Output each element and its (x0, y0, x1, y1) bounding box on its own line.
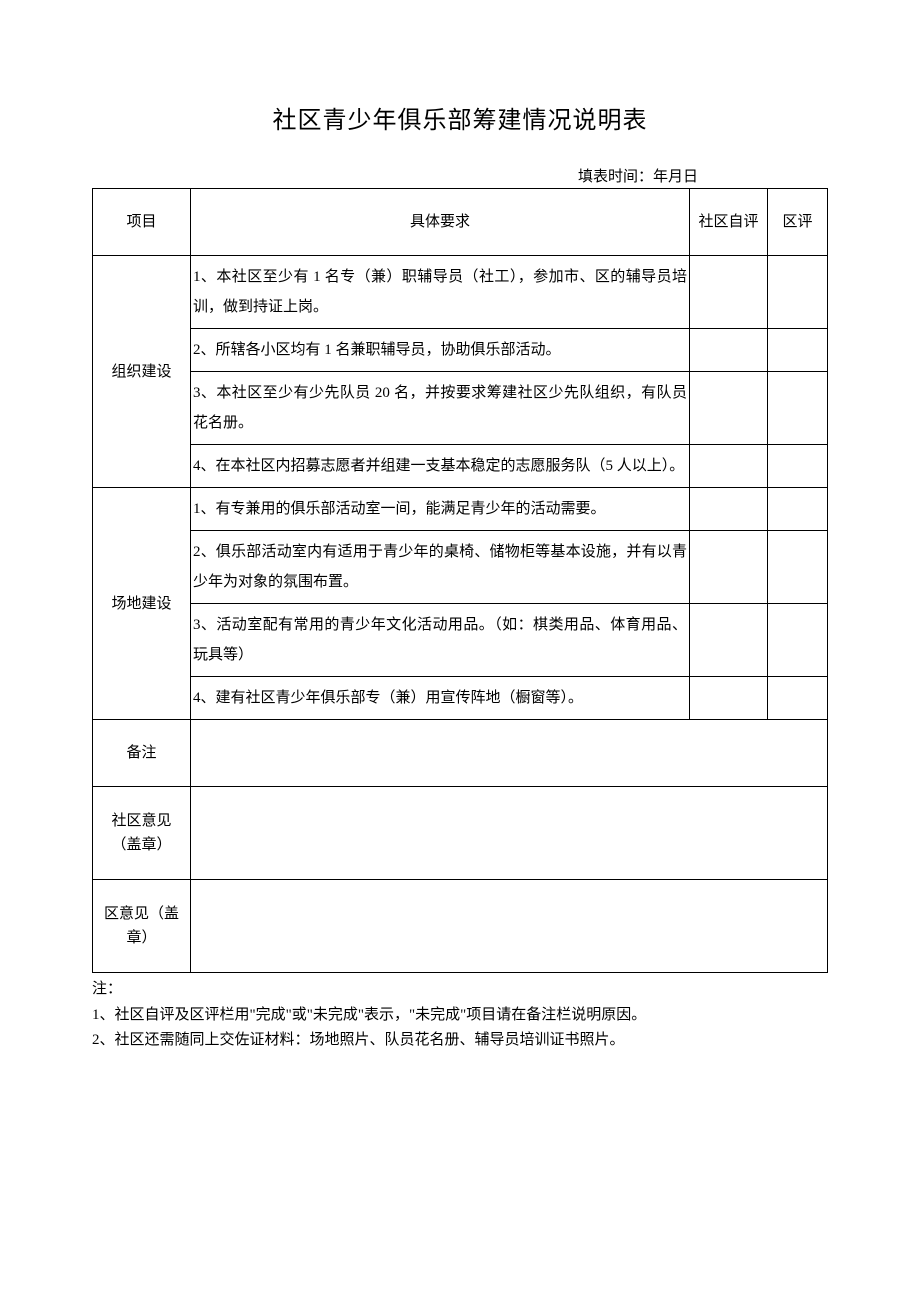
req-text: 3、活动室配有常用的青少年文化活动用品。（如：棋类用品、体育用品、玩具等） (191, 604, 690, 677)
notes-header: 注： (92, 977, 828, 1003)
table-row: 场地建设 1、有专兼用的俱乐部活动室一间，能满足青少年的活动需要。 (93, 488, 828, 531)
self-eval-cell[interactable] (690, 329, 768, 372)
section-org-label: 组织建设 (93, 256, 191, 488)
req-text: 2、俱乐部活动室内有适用于青少年的桌椅、储物柜等基本设施，并有以青少年为对象的氛… (191, 531, 690, 604)
district-eval-cell[interactable] (768, 445, 828, 488)
header-requirement: 具体要求 (191, 189, 690, 256)
table-row: 3、活动室配有常用的青少年文化活动用品。（如：棋类用品、体育用品、玩具等） (93, 604, 828, 677)
header-district-eval: 区评 (768, 189, 828, 256)
notes-section: 注： 1、社区自评及区评栏用"完成"或"未完成"表示，"未完成"项目请在备注栏说… (92, 977, 828, 1054)
district-eval-cell[interactable] (768, 677, 828, 720)
table-row: 组织建设 1、本社区至少有 1 名专（兼）职辅导员（社工），参加市、区的辅导员培… (93, 256, 828, 329)
district-eval-cell[interactable] (768, 604, 828, 677)
community-opinion-row: 社区意见（盖章） (93, 787, 828, 880)
district-opinion-label: 区意见（盖章） (93, 880, 191, 973)
req-text: 4、建有社区青少年俱乐部专（兼）用宣传阵地（橱窗等）。 (191, 677, 690, 720)
self-eval-cell[interactable] (690, 256, 768, 329)
req-text: 4、在本社区内招募志愿者并组建一支基本稳定的志愿服务队（5 人以上）。 (191, 445, 690, 488)
district-opinion-row: 区意见（盖章） (93, 880, 828, 973)
district-eval-cell[interactable] (768, 531, 828, 604)
header-self-eval: 社区自评 (690, 189, 768, 256)
self-eval-cell[interactable] (690, 445, 768, 488)
table-row: 2、俱乐部活动室内有适用于青少年的桌椅、储物柜等基本设施，并有以青少年为对象的氛… (93, 531, 828, 604)
table-row: 3、本社区至少有少先队员 20 名，并按要求筹建社区少先队组织，有队员花名册。 (93, 372, 828, 445)
remark-content[interactable] (191, 720, 828, 787)
header-project: 项目 (93, 189, 191, 256)
req-text: 2、所辖各小区均有 1 名兼职辅导员，协助俱乐部活动。 (191, 329, 690, 372)
district-eval-cell[interactable] (768, 256, 828, 329)
req-text: 1、有专兼用的俱乐部活动室一间，能满足青少年的活动需要。 (191, 488, 690, 531)
self-eval-cell[interactable] (690, 488, 768, 531)
remark-row: 备注 (93, 720, 828, 787)
table-row: 2、所辖各小区均有 1 名兼职辅导员，协助俱乐部活动。 (93, 329, 828, 372)
self-eval-cell[interactable] (690, 372, 768, 445)
self-eval-cell[interactable] (690, 531, 768, 604)
district-eval-cell[interactable] (768, 372, 828, 445)
document-title: 社区青少年俱乐部筹建情况说明表 (92, 100, 828, 135)
district-eval-cell[interactable] (768, 329, 828, 372)
self-eval-cell[interactable] (690, 604, 768, 677)
req-text: 1、本社区至少有 1 名专（兼）职辅导员（社工），参加市、区的辅导员培训，做到持… (191, 256, 690, 329)
notes-line: 2、社区还需随同上交佐证材料：场地照片、队员花名册、辅导员培训证书照片。 (92, 1028, 828, 1054)
community-opinion-label: 社区意见（盖章） (93, 787, 191, 880)
remark-label: 备注 (93, 720, 191, 787)
main-table: 项目 具体要求 社区自评 区评 组织建设 1、本社区至少有 1 名专（兼）职辅导… (92, 188, 828, 973)
community-opinion-content[interactable] (191, 787, 828, 880)
table-row: 4、在本社区内招募志愿者并组建一支基本稳定的志愿服务队（5 人以上）。 (93, 445, 828, 488)
fill-time-label: 填表时间：年月日 (92, 165, 828, 188)
section-venue-label: 场地建设 (93, 488, 191, 720)
notes-line: 1、社区自评及区评栏用"完成"或"未完成"表示，"未完成"项目请在备注栏说明原因… (92, 1003, 828, 1029)
district-opinion-content[interactable] (191, 880, 828, 973)
self-eval-cell[interactable] (690, 677, 768, 720)
req-text: 3、本社区至少有少先队员 20 名，并按要求筹建社区少先队组织，有队员花名册。 (191, 372, 690, 445)
district-eval-cell[interactable] (768, 488, 828, 531)
table-header-row: 项目 具体要求 社区自评 区评 (93, 189, 828, 256)
table-row: 4、建有社区青少年俱乐部专（兼）用宣传阵地（橱窗等）。 (93, 677, 828, 720)
